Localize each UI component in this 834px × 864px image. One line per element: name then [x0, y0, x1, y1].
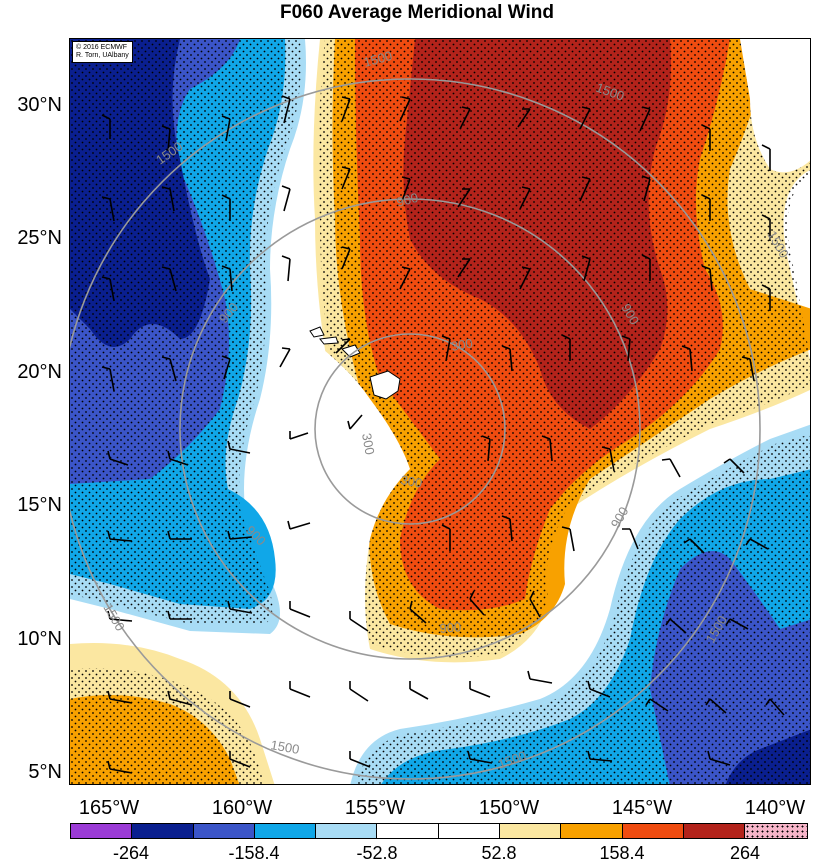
credit-line-1: © 2016 ECMWF: [76, 44, 128, 51]
island-oahu: [309, 326, 325, 338]
colorbar-swatch: [254, 824, 317, 838]
colorbar-swatch: [377, 824, 439, 838]
colorbar-swatch: [71, 824, 133, 838]
island-maui: [341, 344, 361, 358]
contour-label-1500: 1500: [362, 48, 394, 70]
contour-label-900: 900: [439, 619, 462, 636]
credit-box: © 2016 ECMWF R. Torn, UAlbany: [72, 41, 133, 63]
colorbar-swatch: [316, 824, 378, 838]
colorbar-label: -52.8: [356, 843, 398, 863]
colorbar-label: 52.8: [481, 843, 517, 863]
positive-region-ne-white: [740, 39, 810, 173]
lat-label-20n: 20°N: [17, 361, 62, 383]
contour-label-1500: 1500: [269, 737, 300, 757]
lat-label-30n: 30°N: [17, 94, 62, 116]
stipple-nw: [70, 39, 301, 624]
colorbar-swatch: [193, 824, 255, 838]
island-hawaii: [369, 370, 401, 400]
meridional-wind-map: 1500 1500 1500 1500 1500 1500 1500 1500 …: [70, 39, 810, 784]
lat-label-10n: 10°N: [17, 628, 62, 650]
contour-label-900: 900: [395, 190, 420, 210]
contour-label-300: 300: [399, 472, 423, 491]
colorbar-swatch: [438, 824, 501, 838]
colorbar-label: -264: [112, 843, 150, 863]
wind-barbs: [101, 95, 785, 774]
neutral-region-center: [304, 339, 410, 651]
colorbar-swatch: [500, 824, 562, 838]
lat-label-5n: 5°N: [28, 761, 62, 783]
colorbar: [70, 823, 808, 839]
lon-label-155w: 155°W: [344, 797, 406, 819]
colorbar-swatch: [561, 824, 623, 838]
stipple-n: [318, 39, 810, 658]
lon-label-165w: 165°W: [78, 797, 140, 819]
lon-label-145w: 145°W: [611, 797, 673, 819]
lon-label-140w: 140°W: [744, 797, 806, 819]
contour-label-900: 900: [608, 504, 632, 530]
contour-label-300: 300: [359, 432, 378, 456]
colorbar-label: -158.4: [228, 843, 280, 863]
colorbar-label: 264: [729, 843, 761, 863]
colorbar-swatch: [132, 824, 194, 838]
colorbar-swatch: [683, 824, 746, 838]
colorbar-label: 158.4: [599, 843, 645, 863]
lat-label-25n: 25°N: [17, 227, 62, 249]
map-title: F060 Average Meridional Wind: [280, 2, 554, 23]
contour-label-300: 300: [450, 335, 474, 354]
lon-label-160w: 160°W: [211, 797, 273, 819]
lon-label-150w: 150°W: [478, 797, 540, 819]
stipple-se: [355, 434, 810, 784]
stipple-sw: [70, 668, 265, 784]
credit-line-2: R. Torn, UAlbany: [76, 52, 129, 59]
colorbar-swatch: [622, 824, 684, 838]
colorbar-swatch: [745, 824, 807, 838]
map-panel[interactable]: 1500 1500 1500 1500 1500 1500 1500 1500 …: [69, 38, 811, 785]
distance-rings: [70, 78, 761, 780]
island-molokai: [319, 336, 339, 345]
lat-label-15n: 15°N: [17, 494, 62, 516]
